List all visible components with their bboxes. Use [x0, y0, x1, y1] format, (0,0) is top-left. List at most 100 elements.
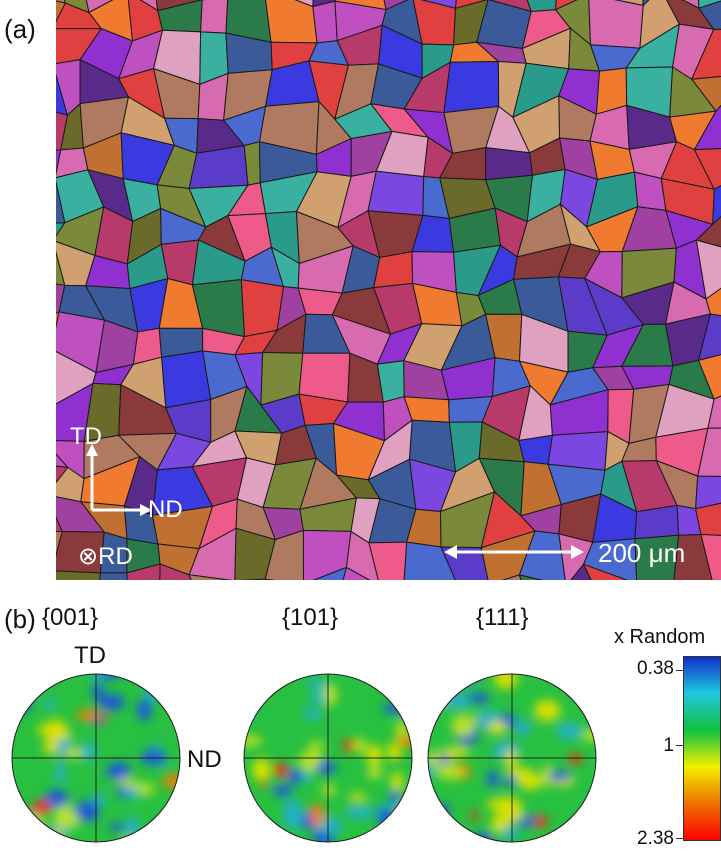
intensity-blob: [380, 831, 410, 842]
pole-figure-title-111: {111}: [476, 604, 529, 631]
pole-figure-111: [427, 673, 597, 843]
grain: [188, 527, 237, 580]
intensity-blob: [76, 709, 101, 721]
td-axis-label: TD: [70, 423, 102, 450]
intensity-blob: [310, 802, 324, 827]
colorbar-tick-mark-top: [676, 670, 684, 671]
intensity-blob: [305, 678, 328, 688]
grain: [99, 572, 128, 580]
intensity-blob: [37, 723, 59, 736]
intensity-blob: [322, 683, 338, 707]
grain: [690, 75, 721, 112]
grain: [634, 534, 680, 580]
intensity-blob: [24, 815, 45, 839]
intensity-blob: [123, 788, 141, 800]
nd-axis-label: ND: [148, 496, 183, 523]
pole-figure-title-101: {101}: [282, 604, 339, 631]
intensity-blob: [547, 771, 571, 782]
intensity-blob: [556, 723, 583, 740]
intensity-blob: [428, 692, 445, 709]
intensity-blob: [252, 758, 271, 782]
intensity-blob: [316, 832, 335, 842]
grain: [697, 313, 721, 362]
intensity-blob: [386, 819, 407, 837]
panel-a-label: (a): [4, 14, 36, 44]
intensity-blob: [348, 793, 367, 802]
grain: [240, 578, 267, 580]
intensity-blob: [503, 775, 517, 787]
grain: [501, 574, 522, 580]
grain: [367, 170, 425, 216]
grain: [570, 563, 592, 580]
grain: [698, 0, 721, 30]
grain: [56, 570, 101, 580]
intensity-blob: [64, 748, 84, 758]
grain: [582, 538, 638, 580]
grain: [588, 0, 644, 49]
intensity-blob: [55, 762, 66, 785]
intensity-blob: [272, 785, 293, 797]
intensity-blob: [310, 690, 326, 704]
intensity-blob: [387, 741, 402, 762]
intensity-blob: [504, 749, 518, 769]
intensity-blob: [458, 677, 479, 686]
intensity-blob: [540, 765, 554, 787]
grain: [697, 427, 721, 478]
grain: [712, 185, 721, 226]
grain: [695, 475, 721, 510]
grain: [693, 148, 721, 190]
intensity-blob: [98, 694, 125, 711]
colorbar-tick-mark-mid: [676, 745, 684, 746]
grain: [547, 431, 609, 471]
intensity-blob: [500, 827, 520, 839]
intensity-blob: [109, 823, 125, 832]
intensity-blob: [244, 686, 258, 711]
grain: [707, 395, 721, 429]
grain: [695, 239, 721, 300]
intensity-blob: [488, 720, 507, 735]
grain: [126, 563, 161, 580]
pole-figure-101: [243, 673, 413, 843]
intensity-blob: [439, 754, 450, 766]
grain: [690, 28, 721, 80]
grain-map-image: TD ND ⊗RD 200 μm: [56, 0, 721, 580]
intensity-blob: [476, 710, 492, 727]
intensity-blob: [106, 762, 131, 780]
grain: [264, 578, 276, 580]
intensity-peak: [273, 763, 288, 777]
grain: [695, 502, 721, 536]
intensity-blob: [155, 818, 180, 835]
intensity-blob: [92, 683, 104, 700]
intensity-blob: [308, 741, 325, 751]
intensity-blob: [518, 773, 543, 790]
intensity-peak: [35, 800, 50, 815]
intensity-blob: [466, 692, 490, 704]
intensity-peak: [260, 780, 268, 787]
intensity-blob: [353, 737, 366, 754]
intensity-blob: [376, 808, 395, 826]
intensity-blob: [91, 674, 103, 683]
colorbar-tick-mid: 1: [663, 735, 674, 756]
colorbar-tick-min: 0.38: [637, 658, 674, 679]
grain: [345, 530, 379, 580]
grain: [634, 504, 680, 540]
ebsd-orientation-map: TD ND ⊗RD 200 μm: [56, 0, 721, 580]
intensity-blob: [446, 833, 458, 842]
pole-figure-td-label: TD: [74, 642, 106, 669]
grain: [693, 104, 721, 151]
intensity-peak: [470, 811, 479, 820]
intensity-blob: [141, 749, 166, 765]
grain: [695, 215, 721, 248]
grain: [312, 0, 338, 44]
grain: [161, 350, 212, 409]
intensity-blob: [44, 790, 69, 808]
intensity-blob: [534, 700, 561, 722]
intensity-blob: [74, 800, 100, 822]
intensity-blob: [486, 798, 508, 811]
pole-figure-title-001: {001}: [42, 604, 99, 631]
intensity-blob: [397, 735, 412, 747]
colorbar: [683, 656, 721, 841]
intensity-blob: [396, 800, 412, 825]
intensity-peak: [343, 739, 355, 751]
grain: [697, 354, 721, 400]
